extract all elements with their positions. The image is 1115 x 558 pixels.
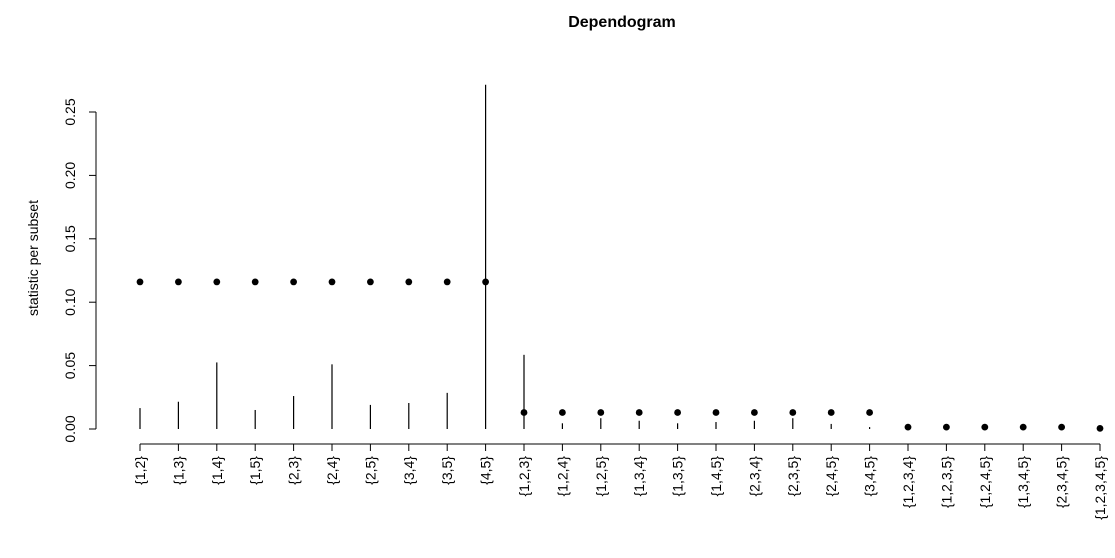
y-tick-label: 0.20: [62, 162, 78, 189]
x-tick-label: {1,2,3}: [516, 456, 532, 497]
x-tick-label: {1,4}: [209, 456, 225, 485]
critical-value-point: [635, 409, 643, 416]
y-tick-label: 0.00: [62, 415, 78, 442]
x-tick-label: {3,4}: [401, 456, 417, 485]
critical-value-points: [136, 278, 1104, 432]
x-tick-label: {1,5}: [247, 456, 263, 485]
critical-value-point: [866, 409, 873, 416]
critical-value-point: [789, 409, 797, 416]
x-tick-label: {2,3,4}: [746, 456, 762, 497]
x-tick-label: {1,2,4,5}: [977, 456, 993, 508]
critical-value-point: [674, 409, 681, 416]
x-tick-label: {2,3,5}: [785, 456, 801, 497]
x-tick-label: {3,4,5}: [862, 456, 878, 497]
y-axis: 0.00 0.05 0.10 0.15 0.20 0.25: [62, 98, 97, 443]
y-tick-label: 0.15: [62, 225, 78, 252]
critical-value-point: [559, 409, 566, 416]
x-tick-label: {1,2,3,4,5}: [1092, 456, 1108, 520]
x-tick-label: {1,3,4,5}: [1015, 456, 1031, 508]
x-tick-label: {2,4}: [324, 456, 340, 485]
critical-value-point: [328, 278, 336, 286]
x-tick-label: {3,5}: [439, 456, 455, 485]
critical-value-point: [712, 409, 720, 416]
y-tick-label: 0.25: [62, 98, 78, 125]
critical-value-point: [827, 409, 835, 416]
x-tick-label: {1,4,5}: [708, 456, 724, 497]
critical-value-point: [1096, 424, 1104, 432]
critical-value-point: [136, 278, 144, 286]
x-tick-label: {1,2,4}: [554, 456, 570, 497]
critical-value-point: [290, 278, 297, 286]
critical-value-point: [520, 409, 528, 416]
critical-value-point: [443, 278, 451, 286]
critical-value-point: [175, 278, 182, 286]
x-tick-label: {2,3,4,5}: [1054, 456, 1070, 508]
x-tick-label: {4,5}: [478, 456, 494, 485]
y-tick-label: 0.05: [62, 352, 78, 379]
critical-value-point: [751, 409, 758, 416]
x-tick-label: {1,3,5}: [670, 456, 686, 497]
x-tick-label: {1,2,3,4}: [900, 456, 916, 508]
x-tick-label: {1,3}: [170, 456, 186, 485]
critical-value-point: [251, 278, 259, 286]
x-tick-label: {2,5}: [362, 456, 378, 485]
chart-title: Dependogram: [568, 14, 676, 31]
x-tick-label: {1,2}: [132, 456, 148, 485]
critical-value-point: [597, 409, 605, 416]
critical-value-point: [981, 423, 989, 431]
critical-value-point: [367, 278, 374, 286]
y-tick-label: 0.10: [62, 288, 78, 315]
y-axis-label: statistic per subset: [25, 200, 41, 316]
critical-value-point: [213, 278, 221, 286]
x-tick-label: {1,2,5}: [593, 456, 609, 497]
x-tick-label: {1,3,4}: [631, 456, 647, 497]
critical-value-point: [405, 278, 413, 286]
critical-value-point: [1019, 423, 1027, 431]
critical-value-point: [904, 423, 912, 431]
critical-value-point: [1058, 423, 1065, 431]
x-tick-label: {1,2,3,5}: [938, 456, 954, 508]
statistic-lines: [139, 84, 1101, 429]
x-axis: {1,2} {1,3} {1,4} {1,5} {2,3} {2,4} {2,5} {3,4}…: [132, 443, 1108, 520]
x-tick-label: {2,4,5}: [823, 456, 839, 497]
critical-value-point: [943, 423, 950, 431]
critical-value-point: [482, 278, 489, 286]
x-tick-label: {2,3}: [286, 456, 302, 485]
